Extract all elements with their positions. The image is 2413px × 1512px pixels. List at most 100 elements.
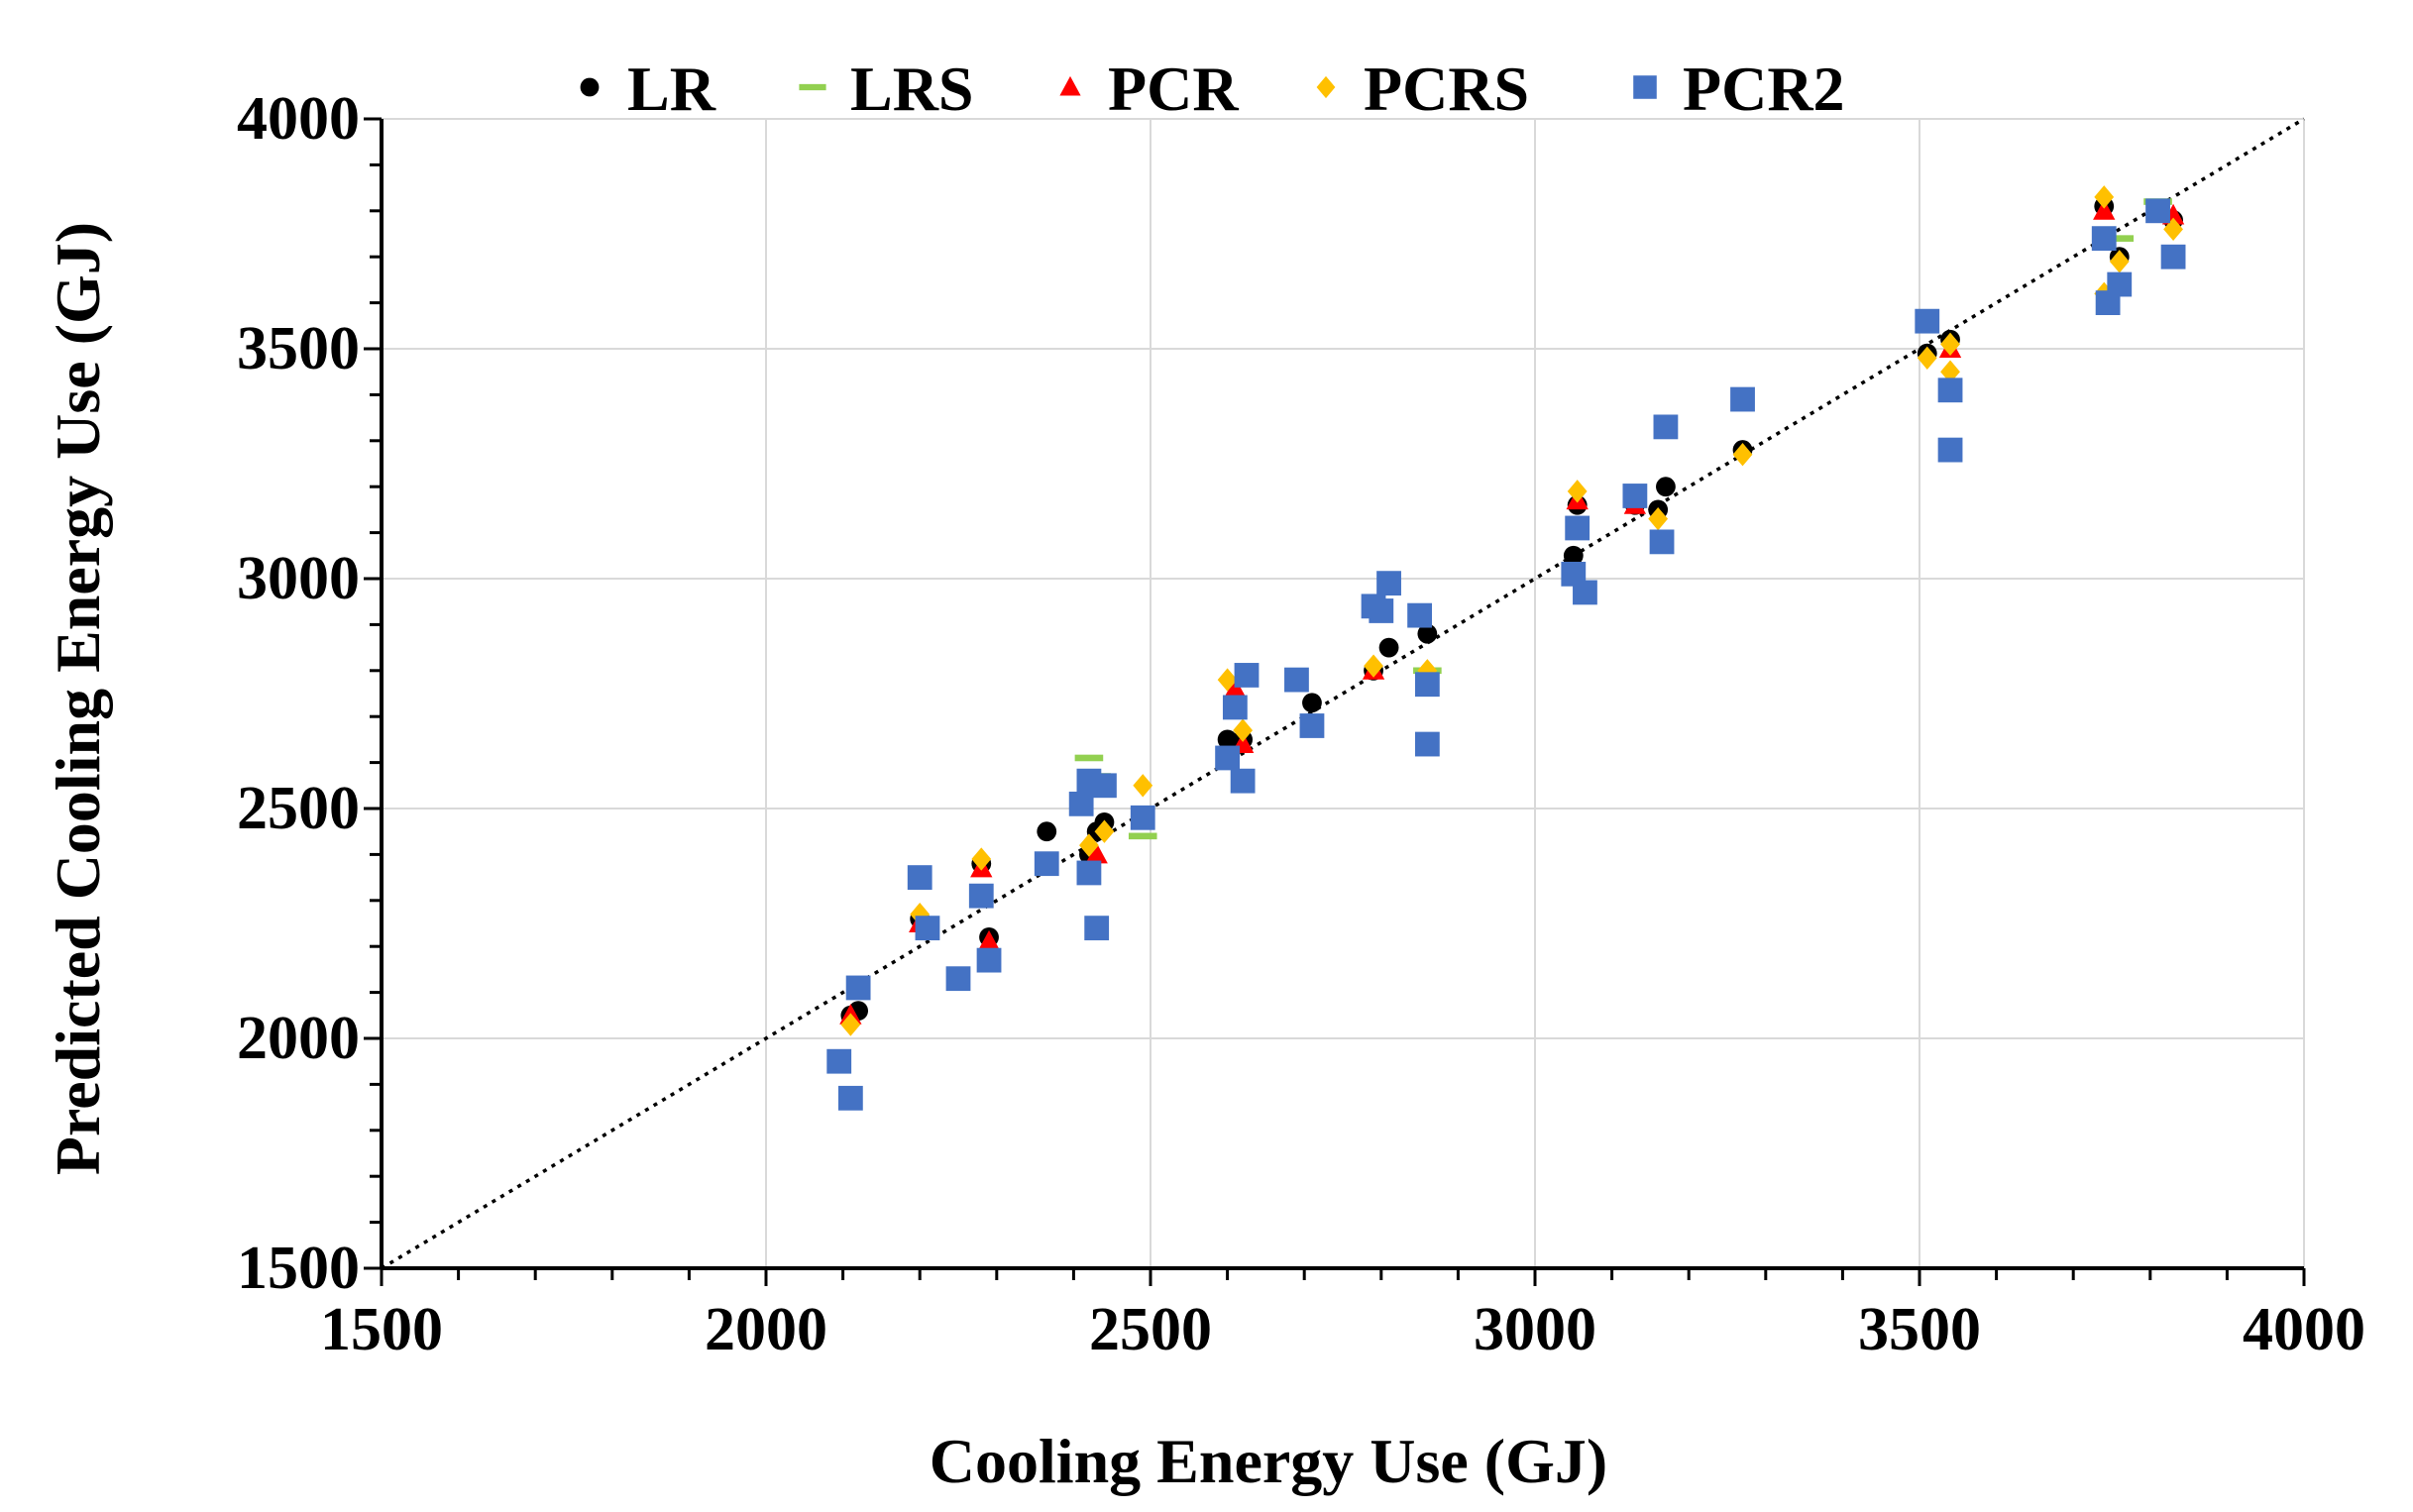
- pcrs-point: [1217, 668, 1238, 692]
- pcr-point: [2093, 199, 2116, 220]
- legend-item-pcrs: PCRS: [1316, 54, 1529, 124]
- legend-label: PCR: [1108, 54, 1239, 124]
- x-tick-label: 1500: [320, 1296, 443, 1363]
- lrs-point: [1128, 832, 1157, 840]
- pcr-point: [1085, 842, 1108, 864]
- pcrs-point: [1364, 654, 1383, 678]
- pcr-point: [977, 929, 1001, 951]
- legend-label: PCR2: [1683, 54, 1845, 124]
- pcrs-point: [1648, 506, 1669, 531]
- pcr2-point: [915, 916, 940, 941]
- y-tick-label: 4000: [237, 85, 360, 153]
- legend-marker-pcr2: [1633, 75, 1657, 99]
- pcr2-point: [1215, 745, 1240, 771]
- pcrs-point: [1567, 480, 1588, 503]
- x-axis-title: Cooling Energy Use (GJ): [930, 1426, 1607, 1496]
- lr-point: [1037, 821, 1057, 842]
- pcr2-point: [2091, 226, 2117, 252]
- pcr2-point: [1730, 386, 1755, 412]
- x-tick-label: 4000: [2243, 1296, 2365, 1363]
- pcr2-point: [1284, 667, 1309, 693]
- pcr2-point: [1414, 731, 1440, 757]
- pcrs-point: [2163, 217, 2183, 242]
- lr-point: [1378, 637, 1399, 658]
- lr-point: [1302, 693, 1322, 713]
- legend-item-pcr: PCR: [1059, 54, 1239, 124]
- lr-point: [1656, 477, 1676, 497]
- x-tick-label: 2500: [1089, 1296, 1212, 1363]
- y-tick-label: 1500: [237, 1235, 360, 1302]
- lr-point: [1563, 545, 1584, 566]
- legend-label: LRS: [850, 54, 974, 124]
- pcrs-point: [1917, 346, 1937, 370]
- pcrs-point: [1417, 659, 1438, 683]
- pcr2-point: [2160, 244, 2186, 270]
- pcrs-point: [971, 847, 992, 871]
- pcr2-point: [1068, 791, 1094, 816]
- legend-marker-pcr: [1059, 75, 1081, 96]
- pcr2-point: [826, 1048, 852, 1074]
- pcr2-point: [1076, 860, 1102, 886]
- pcr2-point: [1084, 916, 1110, 941]
- series-pcrs: [840, 185, 2183, 1036]
- pcr2-point: [1230, 768, 1256, 794]
- y-tick-label: 3000: [237, 545, 360, 612]
- pcr2-point: [907, 865, 932, 890]
- legend-label: LR: [627, 54, 716, 124]
- pcr2-point: [1414, 672, 1440, 698]
- pcrs-point: [840, 1013, 861, 1036]
- pcr2-point: [1376, 571, 1401, 596]
- legend-label: PCRS: [1364, 54, 1529, 124]
- x-tick-label: 2000: [705, 1296, 827, 1363]
- y-tick-label: 2500: [237, 775, 360, 842]
- axes: [364, 117, 2306, 1286]
- gridlines: [382, 118, 2305, 1268]
- pcr2-point: [2145, 198, 2170, 224]
- pcr2-point: [976, 947, 1002, 973]
- pcrs-point: [1940, 360, 1960, 383]
- legend-item-pcr2: PCR2: [1633, 54, 1845, 124]
- pcr2-point: [2107, 271, 2133, 297]
- pcrs-point: [1133, 774, 1153, 798]
- pcr2-point: [1573, 580, 1597, 605]
- pcr2-point: [845, 975, 871, 1001]
- y-tick-label: 2000: [237, 1005, 360, 1072]
- pcr2-point: [1622, 484, 1648, 508]
- data-points: [826, 185, 2186, 1111]
- legend-marker-pcrs: [1316, 75, 1336, 99]
- pcr2-point: [945, 966, 971, 992]
- pcr2-point: [1565, 515, 1590, 541]
- pcr2-point: [1915, 308, 1940, 334]
- pcr2-point: [1649, 529, 1675, 555]
- y-axis-title: Predicted Cooling Energy Use (GJ): [43, 222, 113, 1175]
- pcr-point: [1224, 677, 1247, 699]
- legend-marker-lr: [580, 77, 600, 97]
- legend-marker-lrs: [799, 83, 826, 91]
- reference-line: [381, 117, 2305, 1270]
- legend-item-lr: LR: [580, 54, 716, 124]
- pcr2-point: [1092, 773, 1117, 799]
- pcrs-point: [2094, 185, 2115, 209]
- pcrs-point: [1233, 718, 1254, 742]
- y-tick-label: 3500: [237, 315, 360, 382]
- series-pcr2: [826, 198, 2186, 1111]
- x-tick-label: 3500: [1858, 1296, 1981, 1363]
- pcr2-point: [1034, 851, 1059, 877]
- lrs-point: [2105, 235, 2135, 242]
- lr-point: [1217, 729, 1238, 750]
- legend-item-lrs: LRS: [799, 54, 974, 124]
- tick-labels: 1500 2000 2500 3000 3500 4000 1500 2000 2500 3000…: [237, 85, 2365, 1363]
- pcr2-point: [1299, 713, 1325, 738]
- pcr2-point: [968, 883, 994, 909]
- pcr2-point: [1234, 663, 1260, 688]
- pcrs-point: [1732, 443, 1753, 467]
- pcr2-point: [1937, 437, 1963, 463]
- pcr2-point: [1407, 602, 1432, 628]
- lr-point: [1417, 623, 1438, 644]
- pcrs-point: [2109, 250, 2130, 273]
- pcr2-point: [1369, 598, 1394, 623]
- pcrs-point: [1940, 332, 1960, 357]
- pcrs-point: [1094, 819, 1115, 843]
